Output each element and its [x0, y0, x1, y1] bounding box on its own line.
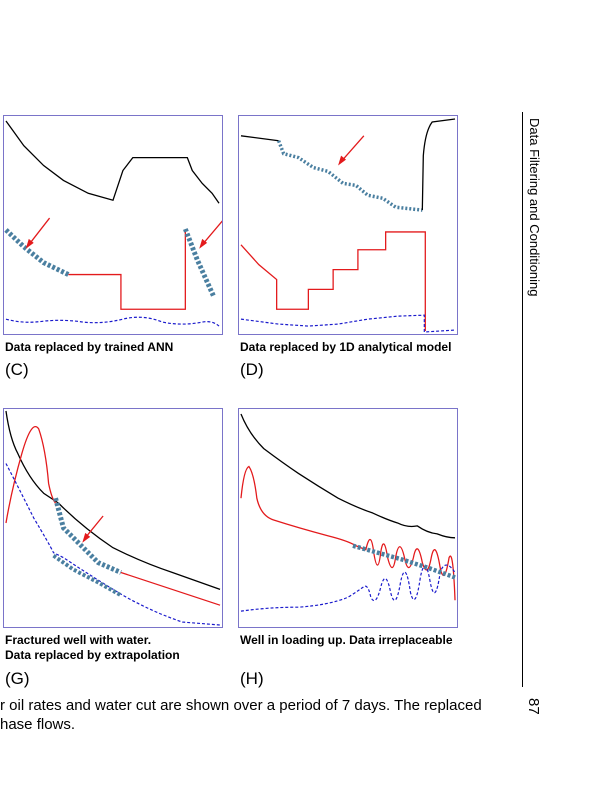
running-header: Data Filtering and Conditioning — [527, 118, 542, 297]
replaced-data-left — [6, 230, 68, 275]
panel-g-plot — [3, 408, 223, 628]
oil-curve — [241, 466, 455, 600]
margin-rule — [522, 112, 523, 687]
panel-c-plot — [3, 115, 223, 335]
oil-curve — [68, 230, 185, 309]
arrow-shaft — [29, 218, 50, 245]
panel-h-chart — [239, 409, 457, 627]
panel-h-plot — [238, 408, 458, 628]
panel-label-h: (H) — [240, 670, 264, 688]
page-number: 87 — [525, 698, 542, 715]
panel-label-d: (D) — [240, 361, 264, 379]
body-text-line-1: r oil rates and water cut are shown over… — [0, 696, 482, 715]
panel-label-c: (C) — [5, 361, 29, 379]
water-curve — [6, 317, 219, 326]
panel-d-plot — [238, 115, 458, 335]
caption-c: Data replaced by trained ANN — [5, 340, 173, 355]
water-curve — [241, 315, 455, 332]
oil-curve — [241, 232, 425, 331]
panel-c-chart — [4, 116, 222, 334]
replaced-data-lower — [54, 556, 121, 596]
caption-g-line2: Data replaced by extrapolation — [5, 648, 180, 663]
panel-label-g: (G) — [5, 670, 30, 688]
gas-curve — [241, 136, 279, 141]
panel-d-chart — [239, 116, 457, 334]
gas-curve — [6, 411, 220, 589]
oil-curve-extrapolation — [121, 573, 220, 606]
caption-g-line1: Fractured well with water. — [5, 633, 151, 648]
body-text-line-2: hase flows. — [0, 715, 75, 734]
panel-g-chart — [4, 409, 222, 627]
gas-curve — [422, 119, 455, 210]
water-curve — [241, 565, 455, 611]
caption-h: Well in loading up. Data irreplaceable — [240, 633, 453, 648]
caption-d: Data replaced by 1D analytical model — [240, 340, 451, 355]
arrow-head — [82, 533, 90, 543]
arrow-shaft — [342, 136, 364, 161]
replaced-data-right — [185, 229, 214, 297]
arrow-shaft — [202, 219, 222, 245]
gas-curve — [6, 121, 219, 203]
oil-curve — [6, 427, 56, 523]
